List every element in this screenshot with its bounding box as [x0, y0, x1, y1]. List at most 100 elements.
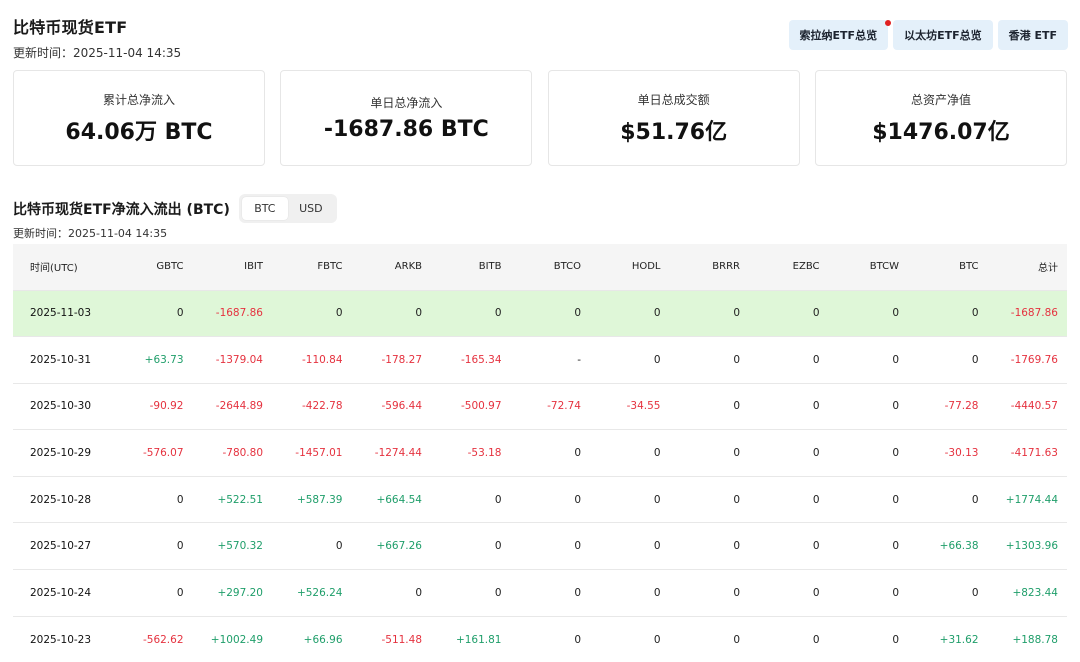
nav-label: 以太坊ETF总览	[904, 29, 982, 42]
notification-dot	[885, 20, 892, 26]
date-cell: 2025-10-31	[30, 353, 92, 366]
card-label: 总资产净值	[910, 92, 971, 107]
flow-cell: +664.54	[376, 493, 422, 506]
flow-cell: 0	[733, 586, 740, 599]
solana-etf-overview-button[interactable]: 索拉纳ETF总览	[788, 20, 892, 50]
flow-cell: 0	[574, 447, 581, 460]
etf-flow-table: 时间(UTC) GBTC IBIT FBTC ARKB BITB BTCO HODL BRRR E…	[13, 244, 1067, 662]
table-row: 2025-10-28 0 +522.51 +587.39 +664.54 0 0 0 0 0 0 0 +…	[13, 476, 1067, 523]
flow-cell: 0	[733, 493, 740, 506]
column-header: BITB	[478, 261, 502, 273]
flow-cell: -72.74	[547, 400, 581, 413]
flow-cell: 0	[812, 307, 820, 320]
table-row: 2025-10-27 0 +570.32 0 +667.26 0 0 0 0 0 0 +66.38 +1…	[13, 522, 1067, 570]
date-cell: 2025-10-24	[30, 586, 92, 599]
flow-cell: 0	[653, 307, 661, 320]
flow-cell: 0	[971, 353, 979, 366]
flow-cell: 0	[494, 540, 502, 553]
table-body: 2025-11-03 0 -1687.86 0 0 0 0 0 0 0 0 0 -1687.86 2025…	[13, 290, 1067, 662]
date-cell: 2025-11-03	[30, 307, 92, 320]
flow-cell: 0	[733, 400, 740, 413]
flow-cell: 0	[574, 307, 581, 320]
column-header: BRRR	[712, 261, 740, 273]
card-label: 累计总净流入	[102, 92, 175, 107]
flow-cell: +1774.44	[1005, 493, 1058, 506]
flow-cell: 0	[892, 586, 899, 599]
date-cell: 2025-10-27	[30, 540, 92, 553]
flow-cell: +587.39	[296, 493, 343, 506]
nav-label: 香港 ETF	[1008, 29, 1057, 42]
flow-cell: +161.81	[455, 633, 502, 646]
flow-cell: 0	[733, 540, 740, 553]
date-cell: 2025-10-30	[30, 400, 92, 413]
table-row: 2025-10-31 +63.73 -1379.04 -110.84 -178.27 -1…	[13, 336, 1067, 384]
flow-cell: +526.24	[296, 586, 343, 599]
flow-cell: -4440.57	[1010, 400, 1058, 413]
flow-cell: 0	[653, 493, 661, 506]
card-value: $1476.07亿	[872, 119, 1010, 145]
flow-cell: 0	[574, 633, 581, 646]
flow-cell: 0	[653, 633, 661, 646]
card-daily-net-inflow: 单日总净流入 -1687.86 BTC	[280, 70, 533, 166]
flow-cell: 0	[971, 493, 979, 506]
flow-cell: 0	[892, 353, 899, 366]
table-row: 2025-10-30 -90.92 -2644.89 -422.78 -596.44 -5…	[13, 383, 1067, 430]
flow-cell: 0	[415, 307, 422, 320]
flow-cell: -34.55	[626, 400, 661, 413]
flow-cell: -1687.86	[215, 307, 263, 320]
column-header: BTCO	[553, 261, 581, 273]
page-title: 比特币现货ETF	[13, 18, 128, 37]
card-value: 64.06万 BTC	[65, 119, 213, 145]
flow-cell: 0	[892, 633, 899, 646]
flow-cell: 0	[574, 586, 581, 599]
hongkong-etf-button[interactable]: 香港 ETF	[997, 20, 1068, 50]
flow-cell: 0	[653, 586, 661, 599]
flow-cell: -110.84	[301, 353, 343, 366]
flow-cell: +297.20	[217, 586, 263, 599]
flow-cell: -500.97	[460, 400, 502, 413]
card-value: $51.76亿	[620, 119, 728, 145]
card-cumulative-net-inflow: 累计总净流入 64.06万 BTC	[13, 70, 265, 166]
flow-cell: -1687.86	[1010, 307, 1058, 320]
flow-cell: -1457.01	[295, 447, 343, 460]
flow-cell: +570.32	[217, 540, 263, 553]
top-nav: 索拉纳ETF总览 以太坊ETF总览 香港 ETF	[788, 20, 1068, 50]
flow-cell: 0	[812, 353, 820, 366]
card-value: -1687.86 BTC	[323, 117, 489, 142]
usd-toggle-button[interactable]: USD	[299, 202, 323, 215]
date-cell: 2025-10-28	[30, 493, 92, 506]
flow-cell: -53.18	[467, 447, 502, 460]
column-header: 总计	[1038, 263, 1058, 275]
flow-cell: +522.51	[217, 493, 263, 506]
flow-cell: 0	[653, 447, 661, 460]
flow-cell: 0	[733, 633, 740, 646]
flow-cell: 0	[892, 540, 899, 553]
flow-cell: 0	[176, 493, 184, 506]
flow-cell: -165.34	[460, 353, 502, 366]
etf-flow-table-wrapper: 时间(UTC) GBTC IBIT FBTC ARKB BITB BTCO HODL BRRR E…	[13, 244, 1067, 662]
flow-cell: 0	[892, 400, 899, 413]
flow-cell: -576.07	[142, 447, 184, 460]
flow-cell: -596.44	[381, 400, 422, 413]
column-header: EZBC	[792, 261, 820, 273]
flow-cell: -780.80	[222, 447, 263, 460]
flow-cell: -511.48	[381, 633, 422, 646]
btc-toggle-button[interactable]: BTC	[241, 197, 288, 220]
flow-cell: 0	[812, 633, 820, 646]
flow-cell: -178.27	[381, 353, 422, 366]
flow-cell: 0	[733, 307, 740, 320]
table-row: 2025-10-24 0 +297.20 +526.24 0 0 0 0 0 0 0 0 +823.44	[13, 569, 1067, 617]
table-header-row: 时间(UTC) GBTC IBIT FBTC ARKB BITB BTCO HODL BRRR E…	[13, 244, 1067, 290]
flow-cell: +1002.49	[210, 633, 263, 646]
flow-cell: 0	[812, 586, 820, 599]
ethereum-etf-overview-button[interactable]: 以太坊ETF总览	[893, 20, 993, 50]
column-header: BTC	[959, 261, 979, 273]
flow-cell: -1274.44	[374, 447, 422, 460]
flow-cell: -4171.63	[1010, 447, 1058, 460]
table-row: 2025-10-23 -562.62 +1002.49 +66.96 -511.48 +1…	[13, 616, 1067, 662]
flow-cell: 0	[812, 540, 820, 553]
flow-cell: 0	[812, 447, 820, 460]
flow-cell: 0	[892, 447, 899, 460]
flow-cell: -1769.76	[1010, 353, 1058, 366]
flow-cell: 0	[176, 540, 184, 553]
